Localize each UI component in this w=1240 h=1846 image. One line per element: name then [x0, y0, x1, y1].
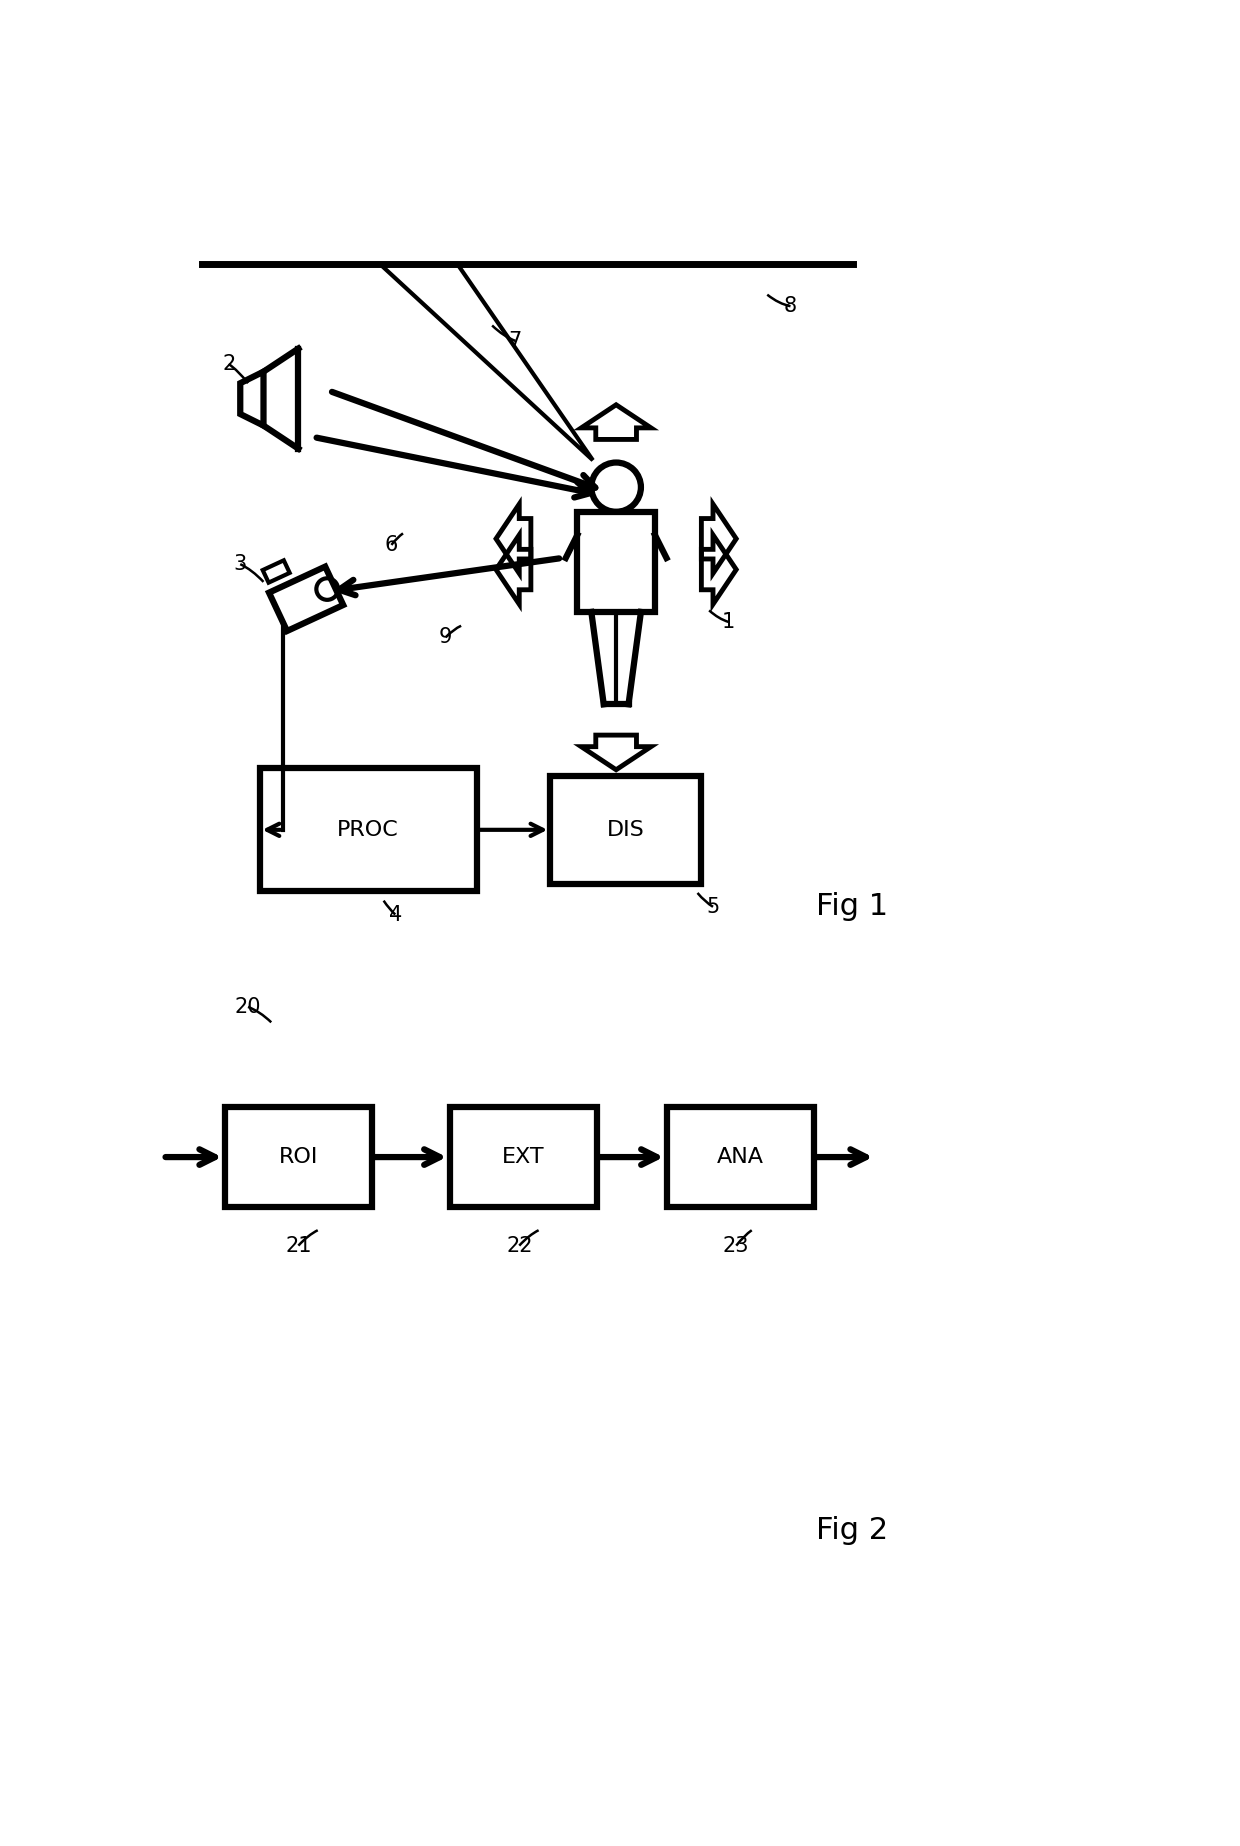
Text: 8: 8	[784, 295, 797, 316]
Text: PROC: PROC	[337, 820, 399, 840]
Text: Fig 1: Fig 1	[816, 892, 889, 921]
Text: Fig 2: Fig 2	[816, 1516, 889, 1545]
Bar	[449, 1108, 596, 1207]
Text: 3: 3	[233, 554, 247, 574]
Bar	[224, 1108, 372, 1207]
Bar	[578, 511, 655, 611]
Bar	[551, 775, 702, 884]
Text: 22: 22	[506, 1235, 532, 1255]
Text: 2: 2	[222, 354, 236, 375]
Text: 21: 21	[285, 1235, 311, 1255]
Bar	[667, 1108, 813, 1207]
Text: DIS: DIS	[606, 820, 645, 840]
Text: EXT: EXT	[502, 1146, 544, 1167]
Text: 6: 6	[384, 535, 398, 556]
Text: 4: 4	[388, 905, 402, 925]
Text: 20: 20	[234, 997, 262, 1017]
Text: 7: 7	[508, 330, 522, 351]
Text: ANA: ANA	[717, 1146, 764, 1167]
Text: 23: 23	[723, 1235, 749, 1255]
Text: 5: 5	[707, 897, 719, 917]
Text: ROI: ROI	[279, 1146, 319, 1167]
Text: 1: 1	[722, 611, 735, 631]
Bar	[259, 768, 476, 892]
Text: 9: 9	[439, 628, 453, 648]
